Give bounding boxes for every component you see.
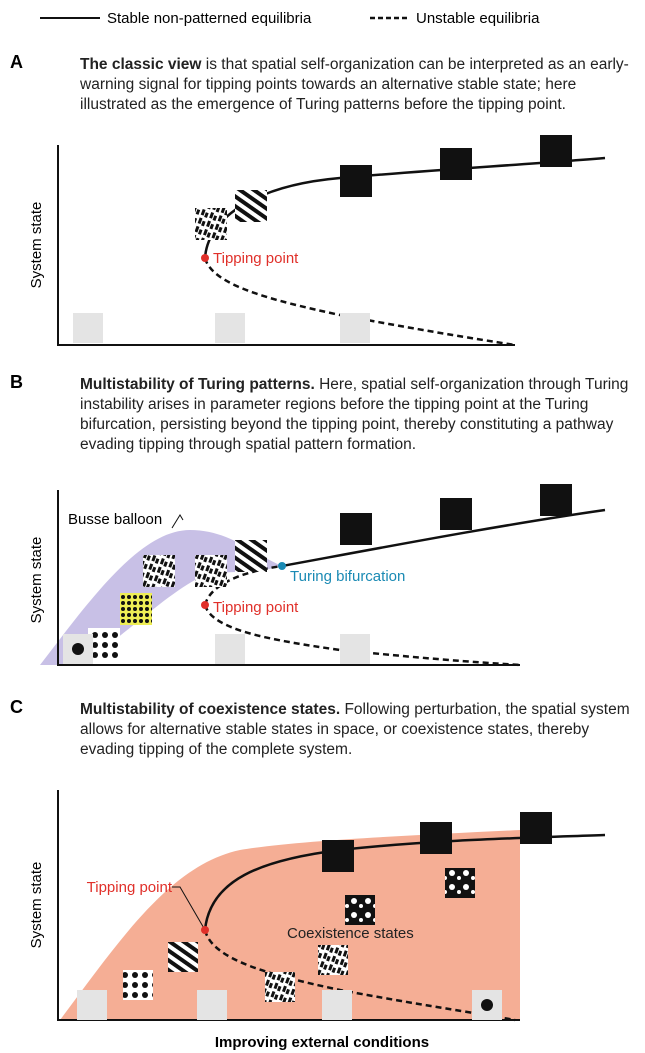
panel-text: Multistability of coexistence states. Fo…	[80, 700, 640, 760]
annotation: Turing bifurcation	[290, 568, 405, 585]
legend-label: Unstable equilibria	[416, 10, 540, 27]
state-icon	[215, 634, 245, 664]
lead: Multistability of Turing patterns.	[80, 376, 315, 393]
panel-letter: B	[10, 372, 23, 393]
lead: Multistability of coexistence states.	[80, 701, 340, 718]
annotation: Tipping point	[213, 599, 299, 616]
annotation: Coexistence states	[287, 925, 414, 942]
legend-label: Stable non-patterned equilibria	[107, 10, 312, 27]
annotation: Busse balloon	[68, 511, 162, 528]
figure: Stable non-patterned equilibria Unstable…	[0, 0, 645, 1053]
state-icon	[340, 513, 372, 545]
pattern-icon	[318, 945, 348, 975]
state-dot	[72, 643, 84, 655]
pattern-icon	[235, 190, 267, 222]
state-icon	[73, 313, 103, 343]
tipping-point	[201, 601, 209, 609]
state-dot	[481, 999, 493, 1011]
state-icon	[420, 822, 452, 854]
pattern-icon	[123, 970, 153, 1000]
pattern-icon	[120, 593, 152, 625]
state-icon	[520, 812, 552, 844]
state-icon	[540, 484, 572, 516]
tipping-point	[201, 254, 209, 262]
state-icon	[215, 313, 245, 343]
lead: The classic view	[80, 56, 202, 73]
state-icon	[340, 634, 370, 664]
panel-text: Multistability of Turing patterns. Here,…	[80, 375, 640, 455]
state-icon	[322, 840, 354, 872]
pattern-icon	[445, 868, 475, 898]
panel-letter: A	[10, 52, 23, 73]
state-icon	[77, 990, 107, 1020]
state-icon	[440, 498, 472, 530]
pattern-icon	[345, 895, 375, 925]
pattern-icon	[168, 942, 198, 972]
turing-bifurcation	[278, 562, 286, 570]
pattern-icon	[195, 208, 227, 240]
pattern-icon	[265, 972, 295, 1002]
state-icon	[322, 990, 352, 1020]
callout	[172, 515, 183, 528]
state-icon	[197, 990, 227, 1020]
pattern-icon	[235, 540, 267, 572]
pattern-icon	[143, 555, 175, 587]
annotation: Tipping point	[213, 250, 299, 267]
y-axis-label: System state	[28, 537, 45, 624]
state-icon	[340, 165, 372, 197]
state-icon	[340, 313, 370, 343]
panel-text: The classic view is that spatial self-or…	[80, 55, 640, 115]
panel-letter: C	[10, 697, 23, 718]
y-axis-label: System state	[28, 862, 45, 949]
x-axis-label: Improving external conditions	[215, 1034, 429, 1051]
state-icon	[540, 135, 572, 167]
page: Stable non-patterned equilibria Unstable…	[0, 0, 645, 1053]
annotation: Tipping point	[87, 879, 173, 896]
y-axis-label: System state	[28, 202, 45, 289]
pattern-icon	[195, 555, 227, 587]
state-icon	[440, 148, 472, 180]
tipping-point	[201, 926, 209, 934]
